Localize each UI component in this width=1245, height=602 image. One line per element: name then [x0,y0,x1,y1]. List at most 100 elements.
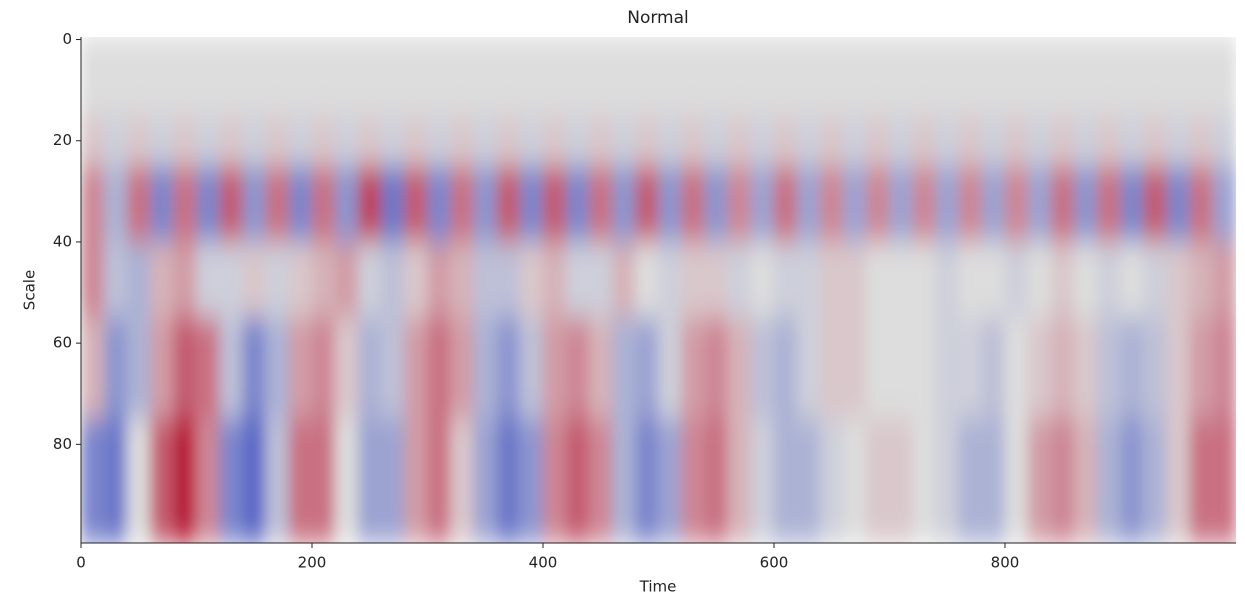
heatmap-cell [796,165,821,243]
y-tick-label: 60 [53,334,72,352]
heatmap-cell [288,317,313,420]
heatmap-cell [727,114,752,167]
heatmap-cell [750,241,775,319]
heatmap-cell [126,37,151,116]
heatmap-cell [542,241,567,319]
heatmap-cell [588,241,613,319]
heatmap-cell [103,37,128,116]
heatmap-cell [981,114,1006,167]
heatmap-cell [196,37,221,116]
heatmap-cell [842,37,867,116]
heatmap-cell [427,37,452,116]
heatmap-cell [704,114,729,167]
heatmap-cell [519,241,544,319]
heatmap-cell [658,165,683,243]
heatmap-cell [1096,37,1121,116]
heatmap-cell [727,37,752,116]
heatmap-cell [149,37,174,116]
heatmap-cell [704,165,729,243]
heatmap-cell [565,241,590,319]
heatmap-cell [1212,317,1236,420]
heatmap-cell [357,241,382,319]
heatmap-cell [981,418,1006,543]
heatmap-cell [634,37,659,116]
heatmap-cell [172,418,197,543]
heatmap-cell [935,114,960,167]
heatmap-cell [912,317,937,420]
y-tick-label: 20 [53,131,72,149]
y-tick-label: 0 [62,30,72,48]
heatmap-cell [842,241,867,319]
heatmap-cell [796,241,821,319]
heatmap-cell [542,165,567,243]
heatmap-cell [542,114,567,167]
heatmap-cell [311,241,336,319]
heatmap-cell [196,165,221,243]
heatmap-cell [935,241,960,319]
heatmap-cell [103,241,128,319]
heatmap-cell [288,37,313,116]
heatmap-cell [565,114,590,167]
heatmap-cell [496,37,521,116]
heatmap-cell [889,241,914,319]
heatmap-cell [634,317,659,420]
heatmap-cell [912,418,937,543]
heatmap-cell [588,114,613,167]
heatmap-cell [427,165,452,243]
heatmap-cell [1143,317,1168,420]
heatmap-cell [611,241,636,319]
heatmap-cell [912,37,937,116]
heatmap-cell [1166,317,1191,420]
heatmap-cell [219,418,244,543]
heatmap-cell [380,418,405,543]
heatmap-cell [172,317,197,420]
heatmap-cell [658,418,683,543]
heatmap-cell [565,418,590,543]
heatmap-cell [1096,241,1121,319]
heatmap-cell [865,418,890,543]
heatmap-cell [796,418,821,543]
heatmap-cell [311,317,336,420]
heatmap-cell [750,165,775,243]
heatmap-cell [473,114,498,167]
heatmap-cell [958,241,983,319]
heatmap-cell [1073,317,1098,420]
heatmap-cell [172,37,197,116]
heatmap-cell [542,418,567,543]
heatmap-cell [219,241,244,319]
heatmap-cell [334,418,359,543]
heatmap-cell [196,317,221,420]
heatmap-cell [172,165,197,243]
heatmap-cell [81,317,105,420]
heatmap-cell [658,241,683,319]
heatmap-cell [750,37,775,116]
heatmap-cell [473,37,498,116]
heatmap-cell [242,165,267,243]
heatmap-cell [958,317,983,420]
heatmap-cell [1050,114,1075,167]
heatmap-cell [842,317,867,420]
heatmap-cell [380,241,405,319]
heatmap-cell [1050,37,1075,116]
heatmap-cell [1166,241,1191,319]
heatmap-cell [219,114,244,167]
heatmap-cell [81,37,105,116]
heatmap-cell [1189,418,1214,543]
heatmap-cell [311,418,336,543]
heatmap-cell [773,317,798,420]
heatmap-cell [889,317,914,420]
heatmap-cell [380,317,405,420]
heatmap-cell [819,165,844,243]
heatmap-cell [242,418,267,543]
heatmap-cell [265,37,290,116]
heatmap-cell [958,114,983,167]
heatmap-cell [265,114,290,167]
heatmap-cell [1120,37,1145,116]
heatmap-cell [1189,317,1214,420]
heatmap-cell [681,37,706,116]
heatmap-cell [796,114,821,167]
heatmap-cell [588,418,613,543]
heatmap-cell [265,165,290,243]
plot-area [81,37,1236,543]
heatmap-cell [473,241,498,319]
